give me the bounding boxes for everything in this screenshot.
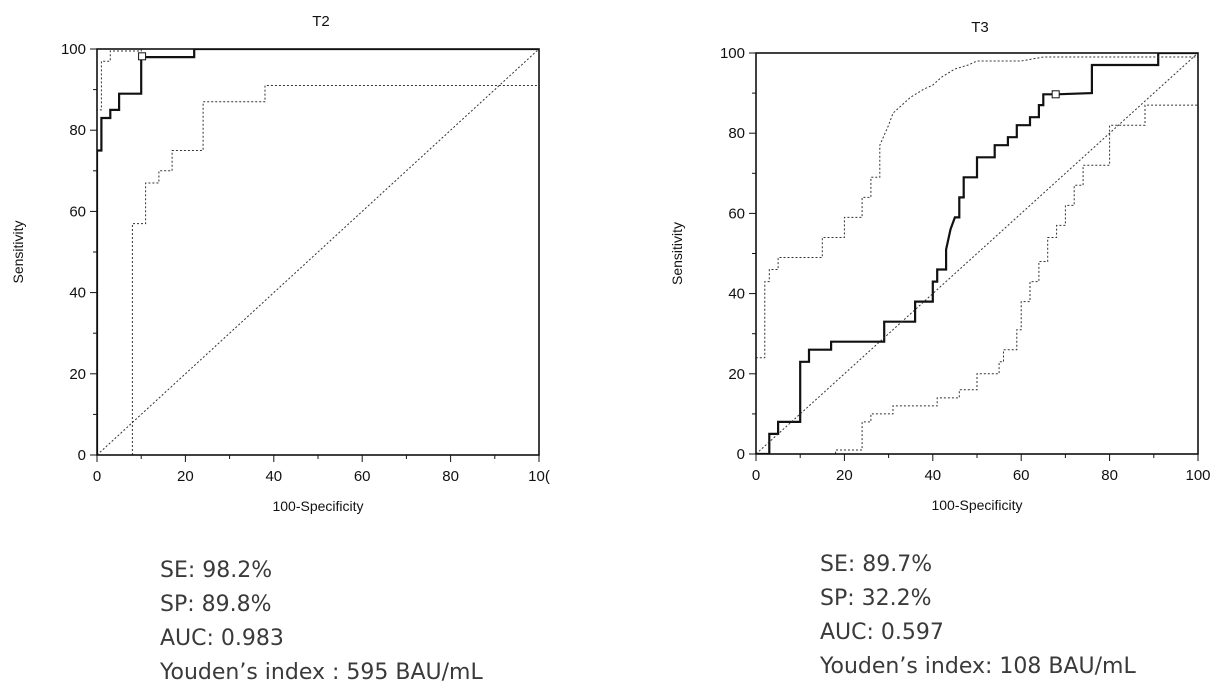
sensitivity-stat: SE: 98.2% <box>160 558 273 583</box>
x-tick-label: 40 <box>924 467 941 484</box>
series-reference <box>97 49 539 455</box>
roc-chart-t3: 00 20 20 40 40 60 60 80 80 100 100 T3 100-Specificit… <box>669 19 1211 513</box>
plot-area <box>97 49 539 455</box>
cutoff-marker <box>1051 90 1060 99</box>
y-tick-label: 0 <box>737 446 745 463</box>
y-tick-label: 20 <box>69 366 86 383</box>
x-axis-label: 100-Specificity <box>931 497 1022 513</box>
y-tick-label: 100 <box>720 45 745 62</box>
y-tick-label: 20 <box>728 366 745 383</box>
roc-chart-t2: 00 20 20 40 40 60 60 80 80 10( 100 T2 100-Specificit… <box>10 13 550 514</box>
specificity-stat: SP: 89.8% <box>160 592 272 617</box>
plot-area <box>756 53 1198 454</box>
x-tick-label: 80 <box>1101 467 1118 484</box>
x-tick-label: 20 <box>177 468 194 485</box>
youden-index-stat: Youden’s index: 108 BAU/mL <box>820 654 1136 679</box>
x-tick-label: 60 <box>1013 467 1030 484</box>
y-tick-label: 100 <box>61 41 86 58</box>
series-lower-ci <box>131 85 539 455</box>
specificity-stat: SP: 32.2% <box>820 586 932 611</box>
x-tick-label: 0 <box>752 467 760 484</box>
y-axis-label: Sensitivity <box>10 220 26 283</box>
x-tick-label: 60 <box>354 468 371 485</box>
y-tick-label: 60 <box>728 205 745 222</box>
y-tick-label: 80 <box>728 125 745 142</box>
youden-index-stat: Youden’s index : 595 BAU/mL <box>160 660 483 685</box>
x-tick-label: 100 <box>1185 467 1210 484</box>
series-upper-ci <box>756 56 1198 454</box>
stats-panel-t3: SE: 89.7% SP: 32.2% AUC: 0.597 Youden’s … <box>820 548 1136 684</box>
sensitivity-stat: SE: 89.7% <box>820 552 933 577</box>
x-axis-label: 100-Specificity <box>272 498 363 514</box>
series-roc <box>97 49 539 455</box>
x-tick-label: 80 <box>442 468 459 485</box>
y-tick-label: 0 <box>78 447 86 464</box>
y-axis-label: Sensitivity <box>669 222 685 285</box>
auc-stat: AUC: 0.983 <box>160 626 284 651</box>
series-reference <box>756 53 1198 454</box>
series-lower-ci <box>756 104 1198 454</box>
y-tick-label: 60 <box>69 203 86 220</box>
y-tick-label: 80 <box>69 122 86 139</box>
y-tick-label: 40 <box>69 285 86 302</box>
auc-stat: AUC: 0.597 <box>820 620 944 645</box>
x-tick-label: 40 <box>265 468 282 485</box>
chart-title: T2 <box>312 13 330 30</box>
x-tick-label: 0 <box>93 468 101 485</box>
series-roc <box>756 53 1198 454</box>
x-tick-label: 20 <box>836 467 853 484</box>
x-tick-label: 10( <box>528 468 550 485</box>
stats-panel-t2: SE: 98.2% SP: 89.8% AUC: 0.983 Youden’s … <box>160 554 483 690</box>
chart-title: T3 <box>971 19 989 36</box>
cutoff-marker <box>138 52 147 61</box>
y-tick-label: 40 <box>728 286 745 303</box>
